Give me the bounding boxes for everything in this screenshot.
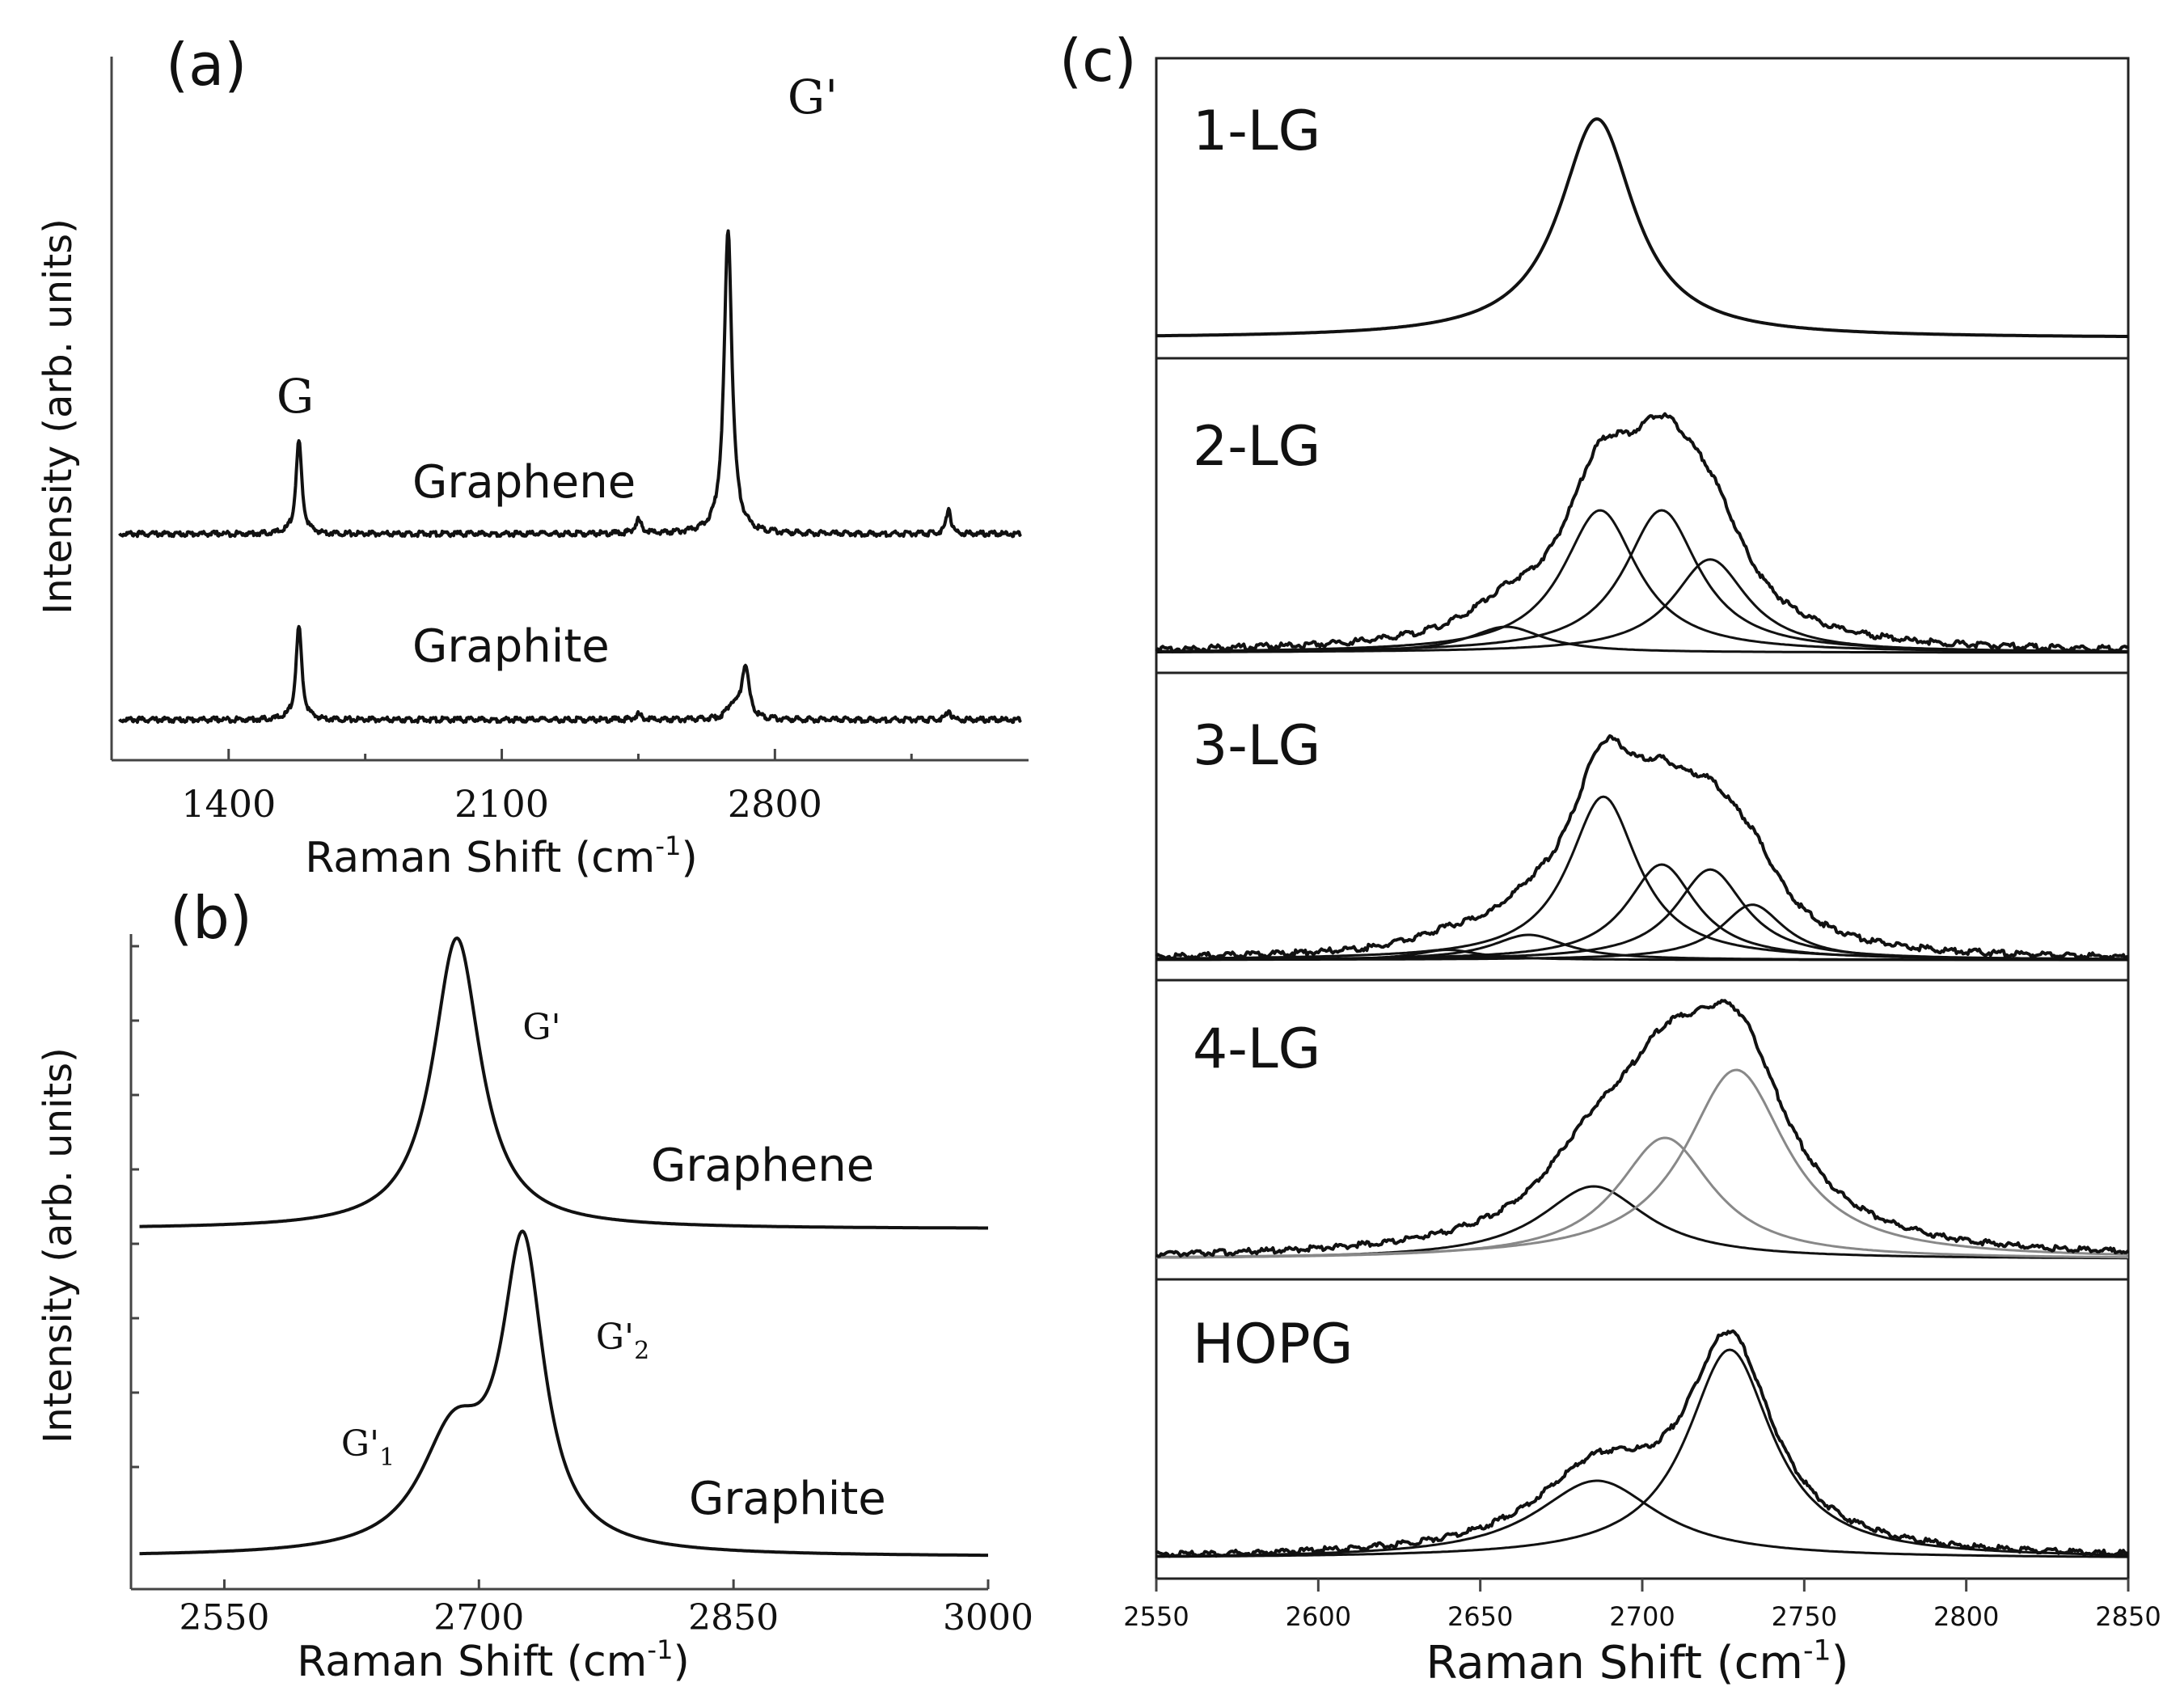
- x-tick-label: 2650: [1447, 1601, 1513, 1632]
- x-tick-label: 2700: [433, 1597, 524, 1638]
- x-axis-label-sup: -1: [1803, 1635, 1831, 1668]
- spectrum-line-hopg: [1155, 1329, 2129, 1558]
- series-line-graphene: [118, 229, 1022, 539]
- x-axis-label-sup: -1: [647, 1634, 673, 1665]
- spectrum-line-4-lg: [1155, 999, 2130, 1258]
- x-tick-label: 2600: [1286, 1601, 1351, 1632]
- fit-component: [1156, 509, 2129, 653]
- peak-label-g-prime: G': [522, 1007, 560, 1048]
- x-axis-label-text: Raman Shift (cm: [305, 834, 655, 882]
- peak-label-text: G': [341, 1423, 379, 1465]
- series-label-graphene: Graphene: [412, 456, 636, 509]
- series-line-graphite: [139, 1229, 989, 1558]
- series-line-graphene: [139, 936, 989, 1230]
- peak-label-g: G: [277, 369, 314, 424]
- peak-label-g-prime: G': [788, 70, 838, 125]
- y-axis-label: Intensity (arb. units): [36, 1047, 81, 1444]
- peak-label-text: G': [596, 1317, 634, 1358]
- x-tick-label: 2100: [454, 782, 549, 826]
- x-tick-label: 2800: [728, 782, 822, 826]
- fit-component: [1156, 1479, 2128, 1558]
- subplot-label-2-lg: 2-LG: [1193, 415, 1320, 479]
- panel-a: 1400 2100 2800 Graphene Graphite G G' Intensity…: [36, 31, 1029, 882]
- subplot-label-1-lg: 1-LG: [1193, 99, 1320, 163]
- x-axis-label-text: Raman Shift (cm: [1426, 1637, 1803, 1689]
- panel-b: 2550 2700 2850 3000GrapheneGraphiteG'G'2G'1…: [36, 884, 1033, 1686]
- spectrum-line-3-lg: [1155, 734, 2129, 961]
- panel-label-c: (c): [1059, 27, 1137, 95]
- x-tick-label: 3000: [943, 1597, 1033, 1638]
- series-label-graphite: Graphite: [689, 1473, 886, 1525]
- y-axis-label: Intensity (arb. units): [36, 218, 81, 615]
- subplot-label-3-lg: 3-LG: [1193, 714, 1320, 778]
- x-axis-label-end: ): [673, 1638, 689, 1686]
- spectrum-line-1-lg: [1155, 117, 2128, 338]
- x-axis-label-sup: -1: [655, 831, 681, 861]
- fit-component: [1156, 558, 2129, 653]
- x-axis-label-text: Raman Shift (cm: [297, 1638, 647, 1686]
- fit-component: [1156, 903, 2128, 962]
- subplot-label-hopg: HOPG: [1193, 1313, 1353, 1376]
- x-tick-label: 2750: [1772, 1601, 1837, 1632]
- panel-label-a: (a): [166, 31, 247, 99]
- x-tick-label: 2550: [1123, 1601, 1189, 1632]
- peak-label-sub: 2: [634, 1337, 649, 1365]
- panel-label-b: (b): [170, 884, 252, 952]
- series-line-graphite: [118, 624, 1022, 725]
- fit-component: [1156, 1068, 2129, 1258]
- peak-label-g-prime-2: G'2: [596, 1317, 649, 1365]
- x-tick-label: 2850: [2095, 1601, 2161, 1632]
- x-axis-label: Raman Shift (cm-1): [305, 831, 698, 882]
- x-tick-label: 2700: [1609, 1601, 1675, 1632]
- series-label-graphene: Graphene: [651, 1139, 874, 1192]
- series-label-graphite: Graphite: [412, 620, 610, 673]
- x-tick-label: 2850: [688, 1597, 779, 1638]
- fit-component: [1155, 1136, 2129, 1259]
- subplot-label-4-lg: 4-LG: [1193, 1017, 1320, 1081]
- subplot-frame-2-lg: [1155, 357, 2130, 674]
- x-tick-label: 2550: [179, 1597, 269, 1638]
- fit-component: [1156, 863, 2128, 961]
- peak-label-g-prime-1: G'1: [341, 1423, 395, 1472]
- x-axis-label: Raman Shift (cm-1): [1426, 1635, 1849, 1689]
- x-axis-label-end: ): [1831, 1637, 1849, 1689]
- peak-label-sub: 1: [379, 1444, 395, 1472]
- x-tick-label: 2800: [1933, 1601, 1999, 1632]
- x-tick-label: 1400: [181, 782, 276, 826]
- x-axis-label-end: ): [681, 834, 697, 882]
- spectrum-line-2-lg: [1155, 412, 2130, 653]
- fit-component: [1156, 1348, 2128, 1558]
- panel-c: 1-LG 2-LG 3-LG 4-LG HOPG 2550 2600 2650 2700 2750…: [1059, 27, 2161, 1689]
- x-axis-label: Raman Shift (cm-1): [297, 1634, 690, 1686]
